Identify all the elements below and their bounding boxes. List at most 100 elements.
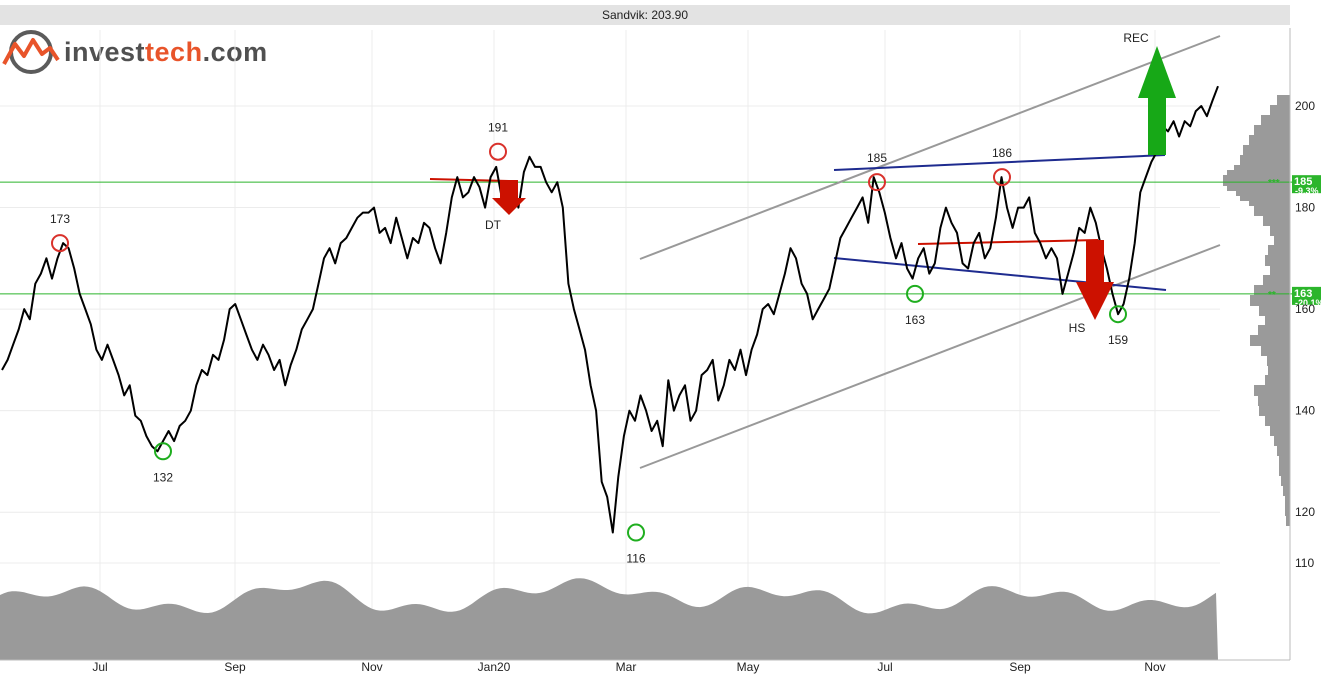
dt-neckline: [429, 178, 511, 182]
level-badge-pct: -20.1%: [1295, 298, 1321, 308]
top-marker-icon: [868, 173, 886, 192]
grid: [0, 30, 1220, 660]
price-series-line: [1, 85, 1219, 534]
profile-bar: [1249, 135, 1290, 146]
pattern-signals: DT HS REC: [485, 31, 1176, 335]
x-tick-label: Jan20: [478, 660, 511, 674]
bottom-marker-icon: [906, 284, 924, 303]
profile-bar: [1250, 335, 1290, 346]
hs-neckline: [917, 239, 1099, 245]
profile-bar: [1274, 235, 1290, 246]
logo-wordmark: investtech.com: [64, 37, 268, 68]
profile-bar: [1261, 345, 1290, 356]
y-tick-label: 140: [1295, 404, 1315, 418]
profile-bar: [1263, 215, 1290, 226]
x-tick-label: Sep: [1009, 660, 1031, 674]
x-tick-label: Jul: [92, 660, 107, 674]
profile-bar: [1243, 145, 1290, 156]
profile-bar: [1263, 275, 1290, 286]
top-marker-icon: [489, 142, 507, 161]
profile-bar: [1236, 185, 1290, 196]
y-tick-label: 180: [1295, 201, 1315, 215]
pattern-label: HS: [1069, 321, 1086, 335]
price-line: [1, 85, 1219, 534]
y-tick-label: 200: [1295, 99, 1315, 113]
profile-bar: [1270, 225, 1290, 236]
pattern-label: DT: [485, 218, 502, 232]
profile-bar: [1227, 180, 1290, 191]
profile-bar: [1285, 505, 1290, 516]
profile-bar: [1270, 425, 1290, 436]
profile-bar: [1258, 325, 1290, 336]
profile-bar: [1274, 435, 1290, 446]
profile-bar: [1223, 175, 1290, 186]
x-tick-label: Mar: [616, 660, 637, 674]
level-badge: [1292, 175, 1321, 194]
profile-bar: [1259, 405, 1290, 416]
profile-bar: [1250, 295, 1290, 306]
extreme-label: 116: [626, 552, 645, 566]
x-tick-label: Nov: [361, 660, 382, 674]
profile-bar: [1234, 165, 1290, 176]
profile-bar: [1277, 445, 1290, 456]
volume-profile: [1223, 95, 1290, 526]
profile-bar: [1227, 170, 1290, 181]
bottom-marker-icon: [627, 523, 645, 542]
extreme-label: 186: [992, 146, 1012, 160]
channel-upper-line: [639, 35, 1221, 260]
investtech-logo: investtech.com: [2, 30, 268, 74]
bottom-marker-icon: [154, 442, 172, 461]
trend-lines: [429, 35, 1221, 469]
x-tick-label: Nov: [1144, 660, 1165, 674]
extreme-label: 159: [1108, 333, 1128, 347]
volume-area: [0, 578, 1218, 660]
logo-accent: tech: [145, 36, 203, 67]
profile-bar: [1283, 485, 1290, 496]
profile-bar: [1261, 115, 1290, 126]
level-badge-pct: -9.3%: [1295, 186, 1319, 196]
axes: Jul Sep Nov Jan20 Mar May Jul Sep Nov 110 120 140 16…: [0, 28, 1315, 674]
pattern-arrow-dt: [492, 180, 526, 215]
profile-bar: [1279, 465, 1290, 476]
neckline-lower: [833, 257, 1167, 291]
level-marker: **: [1268, 290, 1276, 301]
support-resistance-levels: *** 185-9.3% ** 163-20.1%: [0, 175, 1321, 308]
y-tick-label: 110: [1295, 556, 1314, 570]
profile-bar: [1249, 195, 1290, 206]
level-badge-label: 163: [1294, 288, 1312, 300]
volume-shape: [0, 578, 1218, 660]
logo-suffix: .com: [202, 36, 268, 67]
profile-bar: [1286, 515, 1290, 526]
profile-bar: [1254, 205, 1290, 216]
extreme-label: 185: [867, 151, 887, 165]
x-tick-label: May: [737, 660, 760, 674]
profile-bar: [1265, 415, 1290, 426]
extreme-markers: 173 132 191 116 185 163 186 159: [50, 121, 1128, 566]
extreme-label: 173: [50, 212, 70, 226]
profile-bar: [1279, 455, 1290, 466]
neckline-upper: [833, 154, 1166, 171]
level-badge-label: 185: [1294, 176, 1312, 188]
extreme-label: 163: [905, 313, 925, 327]
pattern-label: REC: [1123, 31, 1149, 45]
profile-bar: [1267, 355, 1290, 366]
profile-bar: [1270, 105, 1290, 116]
profile-bar: [1281, 475, 1290, 486]
bottom-marker-icon: [1109, 305, 1127, 324]
y-tick-label: 120: [1295, 505, 1315, 519]
extreme-label: 132: [153, 470, 173, 484]
profile-bar: [1258, 395, 1290, 406]
channel-lower-line: [639, 244, 1221, 469]
profile-bar: [1254, 285, 1290, 296]
profile-bar: [1265, 255, 1290, 266]
logo-name: invest: [64, 36, 146, 67]
y-tick-label: 160: [1295, 302, 1315, 316]
x-tick-label: Sep: [224, 660, 246, 674]
profile-bar: [1254, 125, 1290, 136]
chart-title: Sandvik: 203.90: [0, 5, 1290, 25]
logo-mark-icon: [2, 30, 60, 74]
profile-bar: [1259, 305, 1290, 316]
profile-bar: [1268, 245, 1290, 256]
profile-bar: [1240, 190, 1290, 201]
